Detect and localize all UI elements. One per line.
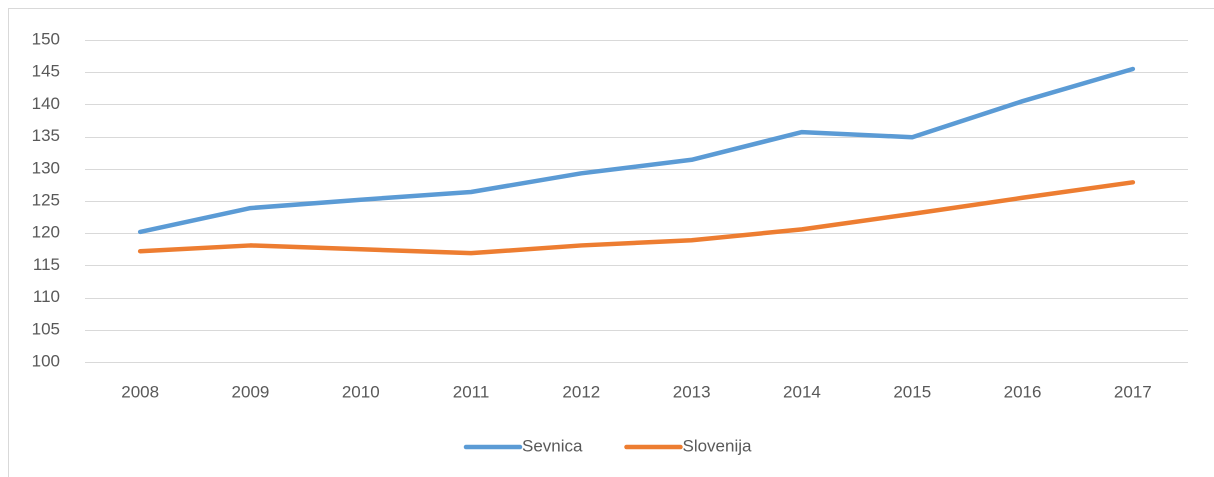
y-tick-label: 115 [33, 255, 60, 274]
x-tick-label: 2013 [673, 382, 711, 401]
x-tick-label: 2015 [893, 382, 931, 401]
y-tick-label: 100 [32, 351, 60, 370]
legend-label: Slovenija [682, 436, 752, 455]
series-line [137, 66, 1136, 235]
x-tick-label: 2011 [453, 382, 490, 401]
y-tick-label: 150 [32, 29, 60, 48]
x-tick-label: 2009 [232, 382, 270, 401]
y-tick-label: 140 [32, 94, 60, 113]
x-tick-label: 2008 [121, 382, 159, 401]
x-tick-label: 2016 [1004, 382, 1042, 401]
y-tick-label: 125 [32, 190, 60, 209]
series-line [137, 180, 1136, 256]
legend-label: Sevnica [522, 436, 583, 455]
y-tick-label: 120 [32, 223, 60, 242]
y-tick-label: 105 [32, 319, 60, 338]
y-tick-label: 145 [32, 62, 60, 81]
x-tick-label: 2014 [783, 382, 821, 401]
x-tick-label: 2017 [1114, 382, 1152, 401]
x-tick-label: 2012 [562, 382, 600, 401]
x-tick-label: 2010 [342, 382, 380, 401]
y-tick-label: 110 [33, 287, 60, 306]
y-tick-label: 135 [32, 126, 60, 145]
y-tick-label: 130 [32, 158, 60, 177]
chart-frame [8, 8, 1214, 477]
